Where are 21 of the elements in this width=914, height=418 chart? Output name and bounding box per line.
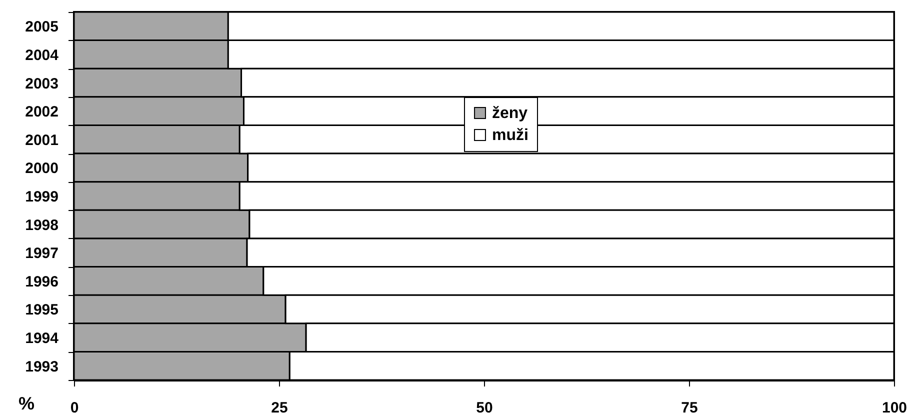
x-tick-label: 100 xyxy=(882,400,908,416)
x-tick-label: 0 xyxy=(70,400,79,416)
x-tick-label: 25 xyxy=(271,400,288,416)
y-tick-label: 1994 xyxy=(25,330,60,348)
y-tick-label: 1995 xyxy=(25,302,58,319)
x-tick-label: 75 xyxy=(681,400,698,416)
y-tick-label: 2005 xyxy=(25,18,58,36)
y-tick-label: 2004 xyxy=(25,46,60,64)
y-tick-label: 1999 xyxy=(25,188,58,206)
y-tick-label: 2000 xyxy=(25,160,58,178)
y-tick-label: 2001 xyxy=(25,132,58,149)
y-tick-label: 1993 xyxy=(25,358,58,376)
y-tick-label: 1997 xyxy=(25,245,58,262)
x-axis-title: % xyxy=(18,394,34,414)
y-tick-label: 1998 xyxy=(25,216,58,234)
legend-label: ženy xyxy=(492,105,528,122)
legend-label: muži xyxy=(492,127,528,144)
x-tick-label: 50 xyxy=(476,400,493,416)
y-tick-label: 1996 xyxy=(25,273,58,290)
y-tick-label: 2002 xyxy=(25,104,58,121)
y-tick-label: 2003 xyxy=(25,75,58,92)
